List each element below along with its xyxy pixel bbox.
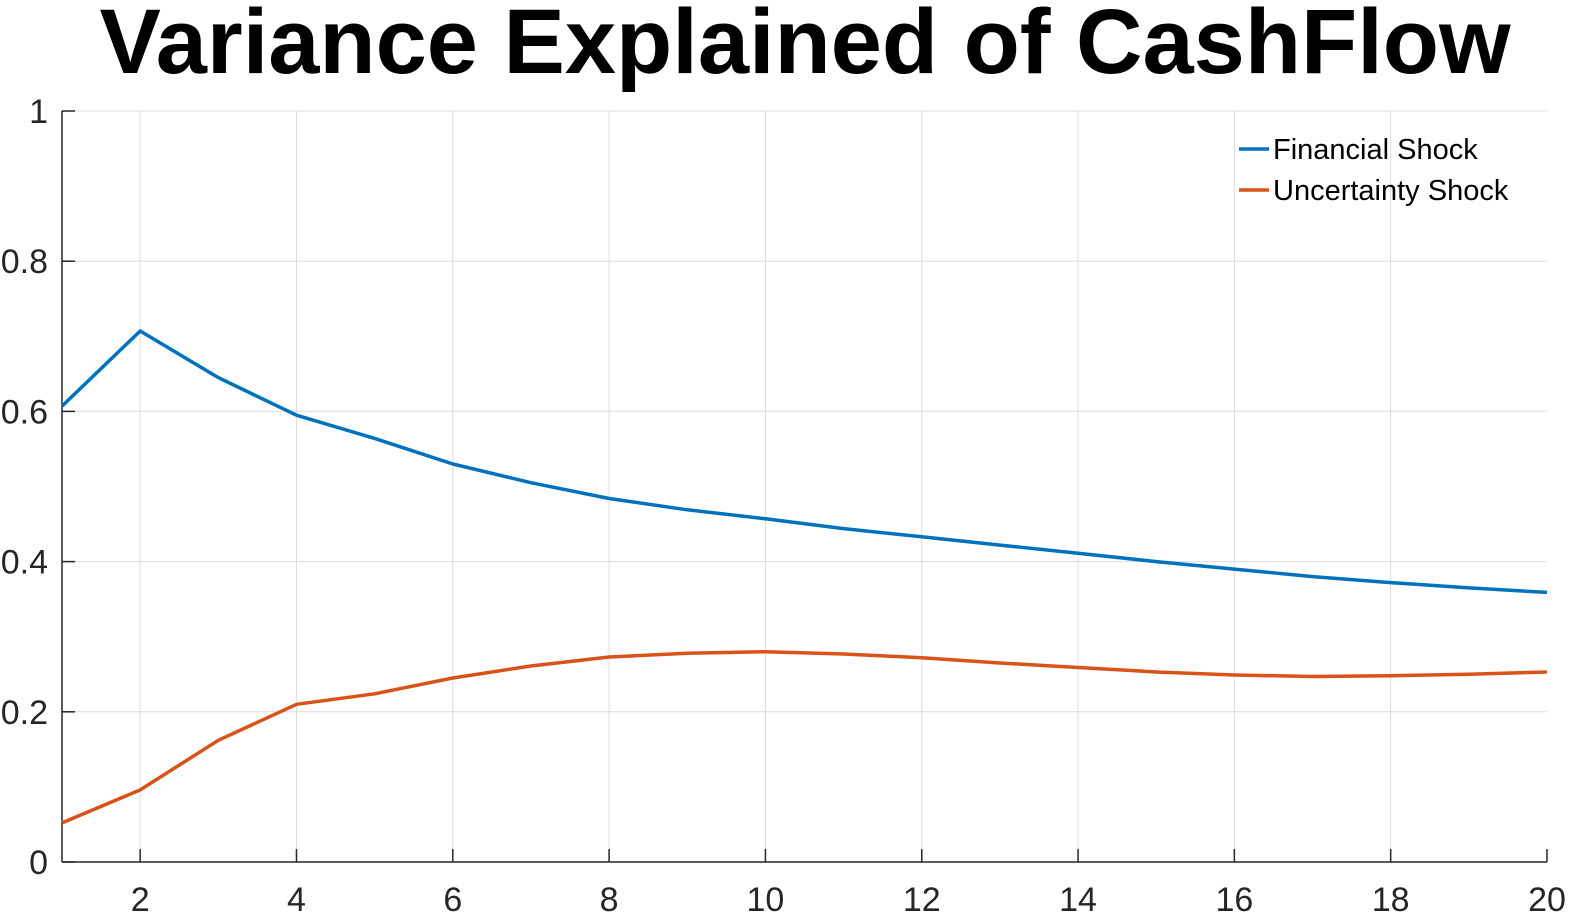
legend-label: Uncertainty Shock [1273,175,1509,207]
x-tick-label: 16 [1215,881,1253,914]
y-tick-label: 0.8 [1,243,48,281]
y-tick-label: 0 [29,844,48,882]
x-tick-label: 2 [131,881,150,914]
grid [62,110,1547,862]
x-tick-label: 18 [1372,881,1410,914]
chart-title: Variance Explained of CashFlow [99,0,1511,93]
series-line-financial-shock [60,329,1548,595]
y-tick-label: 1 [29,93,48,131]
x-tick-label: 8 [600,881,619,914]
x-tick-label: 6 [443,881,462,914]
series-line-uncertainty-shock [61,649,1548,825]
x-tick-label: 4 [287,881,306,914]
x-tick-label: 14 [1059,881,1097,914]
y-tick-label: 0.6 [1,393,48,431]
axes: 2 4 6 8 10 12 14 16 18 20 0 0.2 0.4 0.6 0.8 1 [1,93,1566,919]
x-tick-label: 20 [1528,881,1566,914]
x-tick-label: 10 [747,881,785,914]
series-lines [60,329,1548,825]
y-tick-label: 0.4 [1,544,48,582]
legend-label: Financial Shock [1273,134,1478,166]
legend: Financial Shock Uncertainty Shock [1239,134,1509,207]
x-tick-label: 12 [903,881,941,914]
y-tick-label: 0.2 [1,694,48,732]
